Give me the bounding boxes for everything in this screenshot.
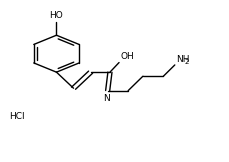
Text: N: N bbox=[103, 93, 110, 103]
Text: 2: 2 bbox=[184, 59, 189, 65]
Text: HCl: HCl bbox=[9, 112, 25, 121]
Text: OH: OH bbox=[120, 52, 134, 61]
Text: HO: HO bbox=[50, 11, 63, 20]
Text: NH: NH bbox=[176, 55, 189, 64]
